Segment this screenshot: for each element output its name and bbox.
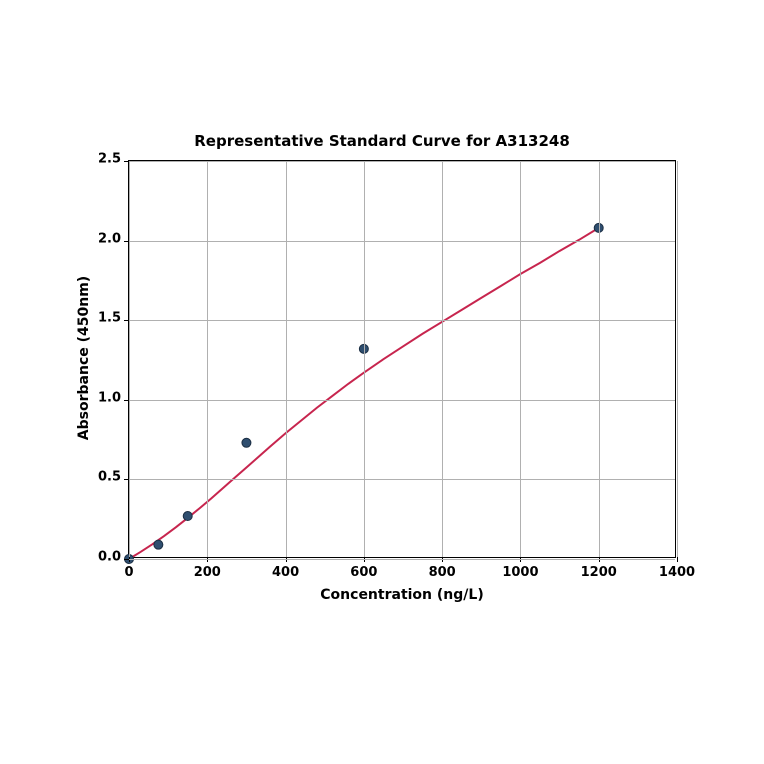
data-point	[154, 540, 163, 549]
data-point	[183, 512, 192, 521]
x-tick-label: 400	[272, 565, 299, 580]
grid-line-horizontal	[129, 320, 675, 321]
y-tick	[124, 241, 129, 242]
x-tick-label: 200	[194, 565, 221, 580]
grid-line-vertical	[677, 161, 678, 557]
data-point	[242, 438, 251, 447]
grid-line-horizontal	[129, 241, 675, 242]
x-tick-label: 1200	[581, 565, 617, 580]
grid-line-vertical	[599, 161, 600, 557]
grid-line-horizontal	[129, 479, 675, 480]
y-tick-label: 2.5	[98, 152, 121, 167]
grid-line-vertical	[286, 161, 287, 557]
chart-title: Representative Standard Curve for A31324…	[0, 132, 764, 150]
y-tick	[124, 161, 129, 162]
y-tick-label: 1.5	[98, 311, 121, 326]
x-tick-label: 1000	[502, 565, 538, 580]
y-tick	[124, 559, 129, 560]
y-tick-label: 0.0	[98, 550, 121, 565]
x-tick-label: 800	[429, 565, 456, 580]
plot-area: Concentration (ng/L) 0200400600800100012…	[128, 160, 676, 558]
y-tick-label: 0.5	[98, 470, 121, 485]
grid-line-horizontal	[129, 400, 675, 401]
grid-line-vertical	[207, 161, 208, 557]
y-tick-label: 2.0	[98, 231, 121, 246]
grid-line-vertical	[520, 161, 521, 557]
grid-line-vertical	[129, 161, 130, 557]
x-tick-label: 600	[350, 565, 377, 580]
chart-container: Representative Standard Curve for A31324…	[0, 0, 764, 764]
y-tick	[124, 320, 129, 321]
grid-line-vertical	[442, 161, 443, 557]
x-tick-label: 0	[124, 565, 133, 580]
grid-line-horizontal	[129, 161, 675, 162]
x-tick	[677, 557, 678, 562]
x-axis-label: Concentration (ng/L)	[129, 587, 675, 603]
chart-svg-layer	[129, 161, 677, 559]
grid-line-vertical	[364, 161, 365, 557]
y-tick-label: 1.0	[98, 390, 121, 405]
y-tick	[124, 479, 129, 480]
y-tick	[124, 400, 129, 401]
grid-line-horizontal	[129, 559, 675, 560]
x-tick-label: 1400	[659, 565, 695, 580]
y-axis-label: Absorbance (450nm)	[76, 276, 92, 440]
